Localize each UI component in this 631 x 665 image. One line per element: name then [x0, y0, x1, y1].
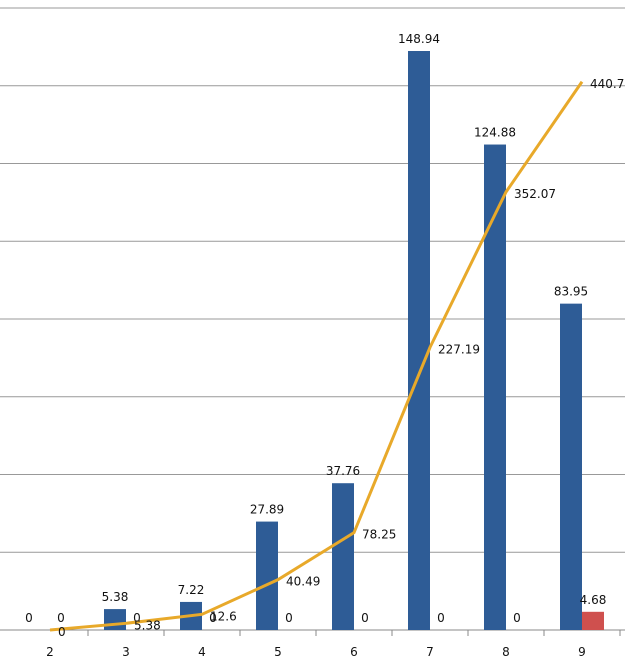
data-label: 0: [285, 611, 293, 625]
data-label: 4.68: [580, 593, 607, 607]
x-tick-label: 6: [350, 645, 358, 659]
x-tick-label: 8: [502, 645, 510, 659]
data-label: 124.88: [474, 126, 516, 140]
data-label: 0: [57, 611, 65, 625]
line: [49, 80, 584, 632]
data-label: 7.22: [178, 583, 205, 597]
x-tick-label: 2: [46, 645, 54, 659]
data-label: 148.94: [398, 32, 440, 46]
data-label: 83.95: [554, 285, 588, 299]
bar: [104, 609, 126, 630]
data-label: 0: [25, 611, 33, 625]
data-label: 27.89: [250, 503, 284, 517]
line-label: 227.19: [438, 342, 480, 356]
x-tick-label: 5: [274, 645, 282, 659]
data-label: 0: [513, 611, 521, 625]
x-tick-label: 9: [578, 645, 586, 659]
data-label: 0: [361, 611, 369, 625]
data-label: 0: [437, 611, 445, 625]
data-label: 5.38: [102, 590, 129, 604]
x-tick-label: 3: [122, 645, 130, 659]
line-label: 12.6: [210, 609, 237, 623]
bar: [408, 50, 430, 631]
bar: [582, 611, 604, 630]
x-tick-label: 7: [426, 645, 434, 659]
bar: [332, 483, 354, 630]
bar: [256, 521, 278, 630]
data-label: 0: [209, 611, 217, 625]
bar: [484, 144, 506, 631]
line-label: 78.25: [362, 528, 396, 542]
line-label: 440.7: [590, 77, 624, 91]
x-tick-label: 4: [198, 645, 206, 659]
line-label: 40.49: [286, 575, 320, 589]
line-label: 352.07: [514, 187, 556, 201]
line-label: 0: [58, 625, 66, 639]
line-label: 5.38: [134, 618, 161, 632]
bar: [560, 303, 582, 630]
data-label: 0: [133, 611, 141, 625]
data-label: 37.76: [326, 464, 360, 478]
